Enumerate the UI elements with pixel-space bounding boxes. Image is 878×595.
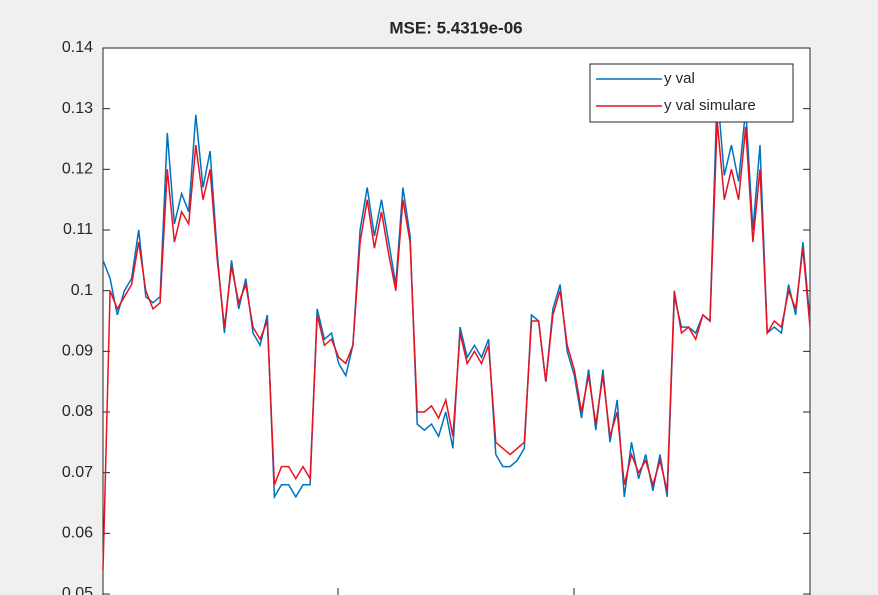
series-line	[102, 120, 811, 570]
plot-area	[102, 47, 811, 595]
y-tick-label: 0.1	[71, 282, 93, 299]
y-tick-label: 0.11	[63, 221, 93, 238]
y-tick-label: 0.09	[62, 343, 93, 360]
legend-box	[589, 63, 794, 123]
y-tick-label: 0.08	[62, 403, 93, 420]
legend-label: y val	[664, 70, 695, 87]
y-tick-label: 0.07	[62, 464, 93, 481]
y-tick-label: 0.14	[62, 39, 93, 56]
legend-label: y val simulare	[664, 97, 756, 114]
y-tick-label: 0.06	[62, 525, 93, 542]
y-tick-label: 0.05	[62, 585, 93, 595]
y-tick-label: 0.12	[62, 161, 93, 178]
chart-title: MSE: 5.4319e-06	[389, 18, 522, 37]
y-tick-label: 0.13	[62, 100, 93, 117]
